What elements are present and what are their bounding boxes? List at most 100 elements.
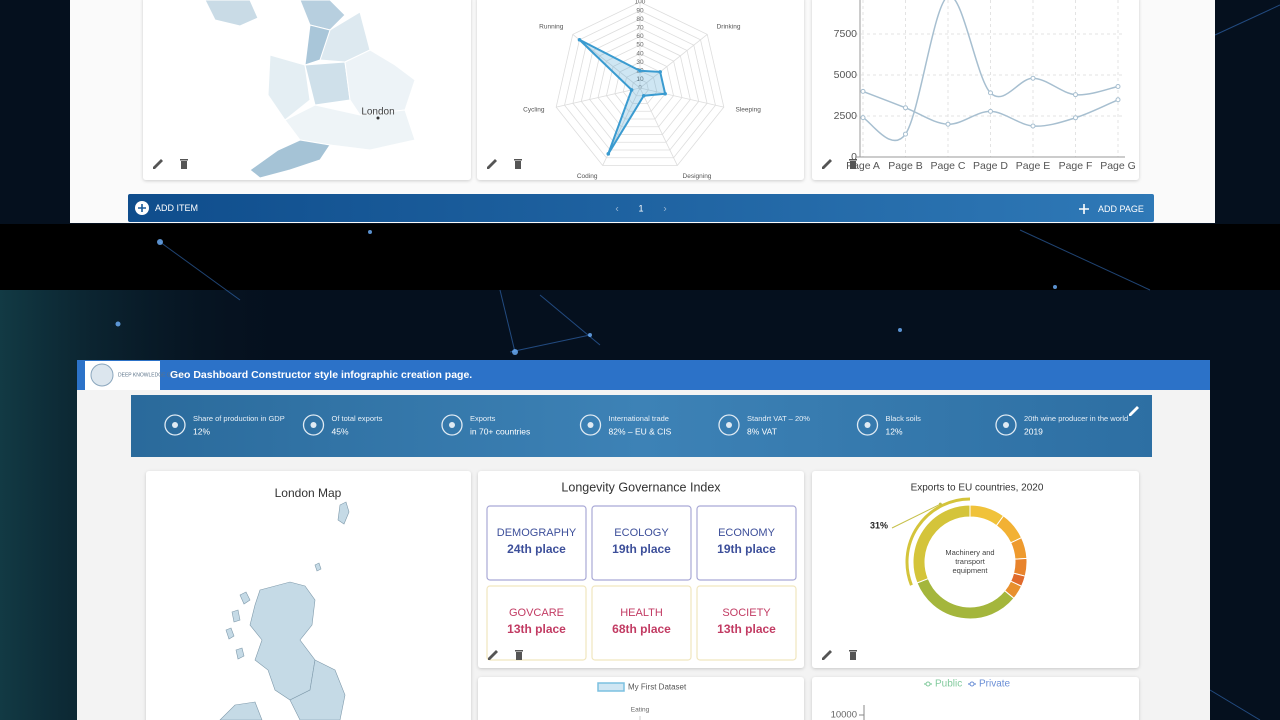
spoke <box>639 87 678 166</box>
page-number[interactable]: 1 <box>638 203 643 213</box>
tile <box>591 505 692 581</box>
y-tick-label: 7500 <box>834 28 858 40</box>
tile-name: HEALTH <box>620 607 663 619</box>
y-tick-label: 2500 <box>834 110 858 122</box>
radar-point <box>629 88 634 92</box>
radar-chart: 0102030405060708090100DrinkingSleepingDe… <box>523 0 761 180</box>
radar-axis-label: Eating <box>631 707 650 714</box>
card-title: London Map <box>275 486 342 500</box>
edit-icon[interactable] <box>487 159 497 169</box>
map-marker <box>376 116 380 120</box>
stat-icon <box>302 414 325 436</box>
stat-icon <box>995 414 1017 436</box>
x-tick-label: Page E <box>1016 160 1050 172</box>
tile <box>591 585 692 661</box>
map-label: London <box>361 107 394 118</box>
stat-label: 20th wine producer in the world <box>1024 414 1128 423</box>
x-tick-label: Page B <box>888 160 922 172</box>
stat-icon-dot <box>864 422 871 428</box>
prev-page[interactable]: ‹ <box>615 204 618 215</box>
x-tick-label: Page F <box>1059 160 1093 172</box>
tile <box>486 585 587 661</box>
stat-value: 45% <box>332 426 349 436</box>
radar-point <box>658 70 662 74</box>
stat-value: 12% <box>886 426 903 436</box>
spoke <box>556 87 641 108</box>
tile-rank: 24th place <box>507 542 566 556</box>
legend-label: Private <box>979 679 1011 690</box>
stat-value: 82% – EU & CIS <box>609 426 672 436</box>
legend-swatch <box>597 682 625 692</box>
tile-name: ECOLOGY <box>614 527 669 539</box>
radar-point <box>606 152 611 156</box>
add-item-button[interactable]: ADD ITEM <box>135 201 198 215</box>
tile-name: SOCIETY <box>722 607 771 619</box>
delete-icon[interactable] <box>849 159 857 169</box>
header-title: Geo Dashboard Constructor style infograp… <box>170 369 472 381</box>
legend-label: Public <box>935 679 962 690</box>
stat-icon <box>441 414 463 436</box>
tile-rank: 68th place <box>612 622 671 636</box>
edit-icon[interactable] <box>488 650 498 660</box>
stat-icon <box>164 414 186 436</box>
grid-line <box>580 27 700 143</box>
donut-card <box>812 471 1139 668</box>
delete-icon[interactable] <box>849 650 857 660</box>
stats: Share of production in GDP 12% Of total ex… <box>164 414 1128 436</box>
edit-icon[interactable] <box>822 650 832 660</box>
x-tick-label: Page G <box>1100 160 1136 172</box>
add-page-label[interactable]: ADD PAGE <box>1098 204 1144 214</box>
stat-icon <box>856 414 879 436</box>
stat-icon-dot <box>1003 422 1009 428</box>
stat-icon-dot <box>587 422 594 428</box>
tile-rank: 13th place <box>507 622 566 636</box>
logo-icon <box>90 363 114 387</box>
donut-chart: 31% Machinery and transport equipment <box>870 497 1028 620</box>
point <box>860 88 866 94</box>
stats-band <box>131 395 1152 457</box>
stat-icon-dot <box>310 422 317 428</box>
tile <box>486 505 587 581</box>
tile-rank: 19th place <box>717 542 776 556</box>
next-page[interactable]: › <box>663 204 666 215</box>
stat-label: Black soils <box>886 414 922 423</box>
delete-icon[interactable] <box>514 159 522 169</box>
edit-icon[interactable] <box>1129 406 1139 416</box>
axis-label: Sleeping <box>736 107 762 114</box>
edit-icon[interactable] <box>153 159 163 169</box>
delete-icon[interactable] <box>515 650 523 660</box>
slice-highlight <box>905 497 971 586</box>
legend-label: My First Dataset <box>628 683 687 692</box>
value-label: 31% <box>870 520 888 530</box>
stat-value: 8% VAT <box>747 426 777 436</box>
logo-text: DEEP KNOWLEDGE GROUP <box>118 372 186 378</box>
radar-point <box>638 69 642 73</box>
governance-tiles: DEMOGRAPHY 24th place ECOLOGY 19th place ECO… <box>486 505 797 661</box>
card-actions <box>488 650 857 660</box>
line-card <box>812 677 1139 720</box>
scotland-map <box>219 501 350 720</box>
x-tick-label: Page C <box>930 160 965 172</box>
stat-icon-dot <box>172 422 178 428</box>
point <box>903 131 908 137</box>
delete-icon[interactable] <box>180 159 188 169</box>
radar-point <box>663 91 667 96</box>
tile-name: GOVCARE <box>509 607 564 619</box>
point <box>1073 115 1078 121</box>
donut-slice <box>912 504 971 584</box>
grid-line <box>597 44 683 128</box>
edit-icon[interactable] <box>822 159 832 169</box>
add-item-label[interactable]: ADD ITEM <box>155 203 198 213</box>
point <box>1073 92 1078 98</box>
point <box>860 115 866 121</box>
y-tick-label: 0 <box>851 151 857 163</box>
grid-line <box>589 35 691 135</box>
radar-card <box>478 677 804 720</box>
grid-line <box>572 18 708 151</box>
axis-label: Running <box>539 24 564 31</box>
axis-label: Drinking <box>717 24 741 31</box>
add-page-button[interactable]: ADD PAGE <box>1079 204 1144 214</box>
